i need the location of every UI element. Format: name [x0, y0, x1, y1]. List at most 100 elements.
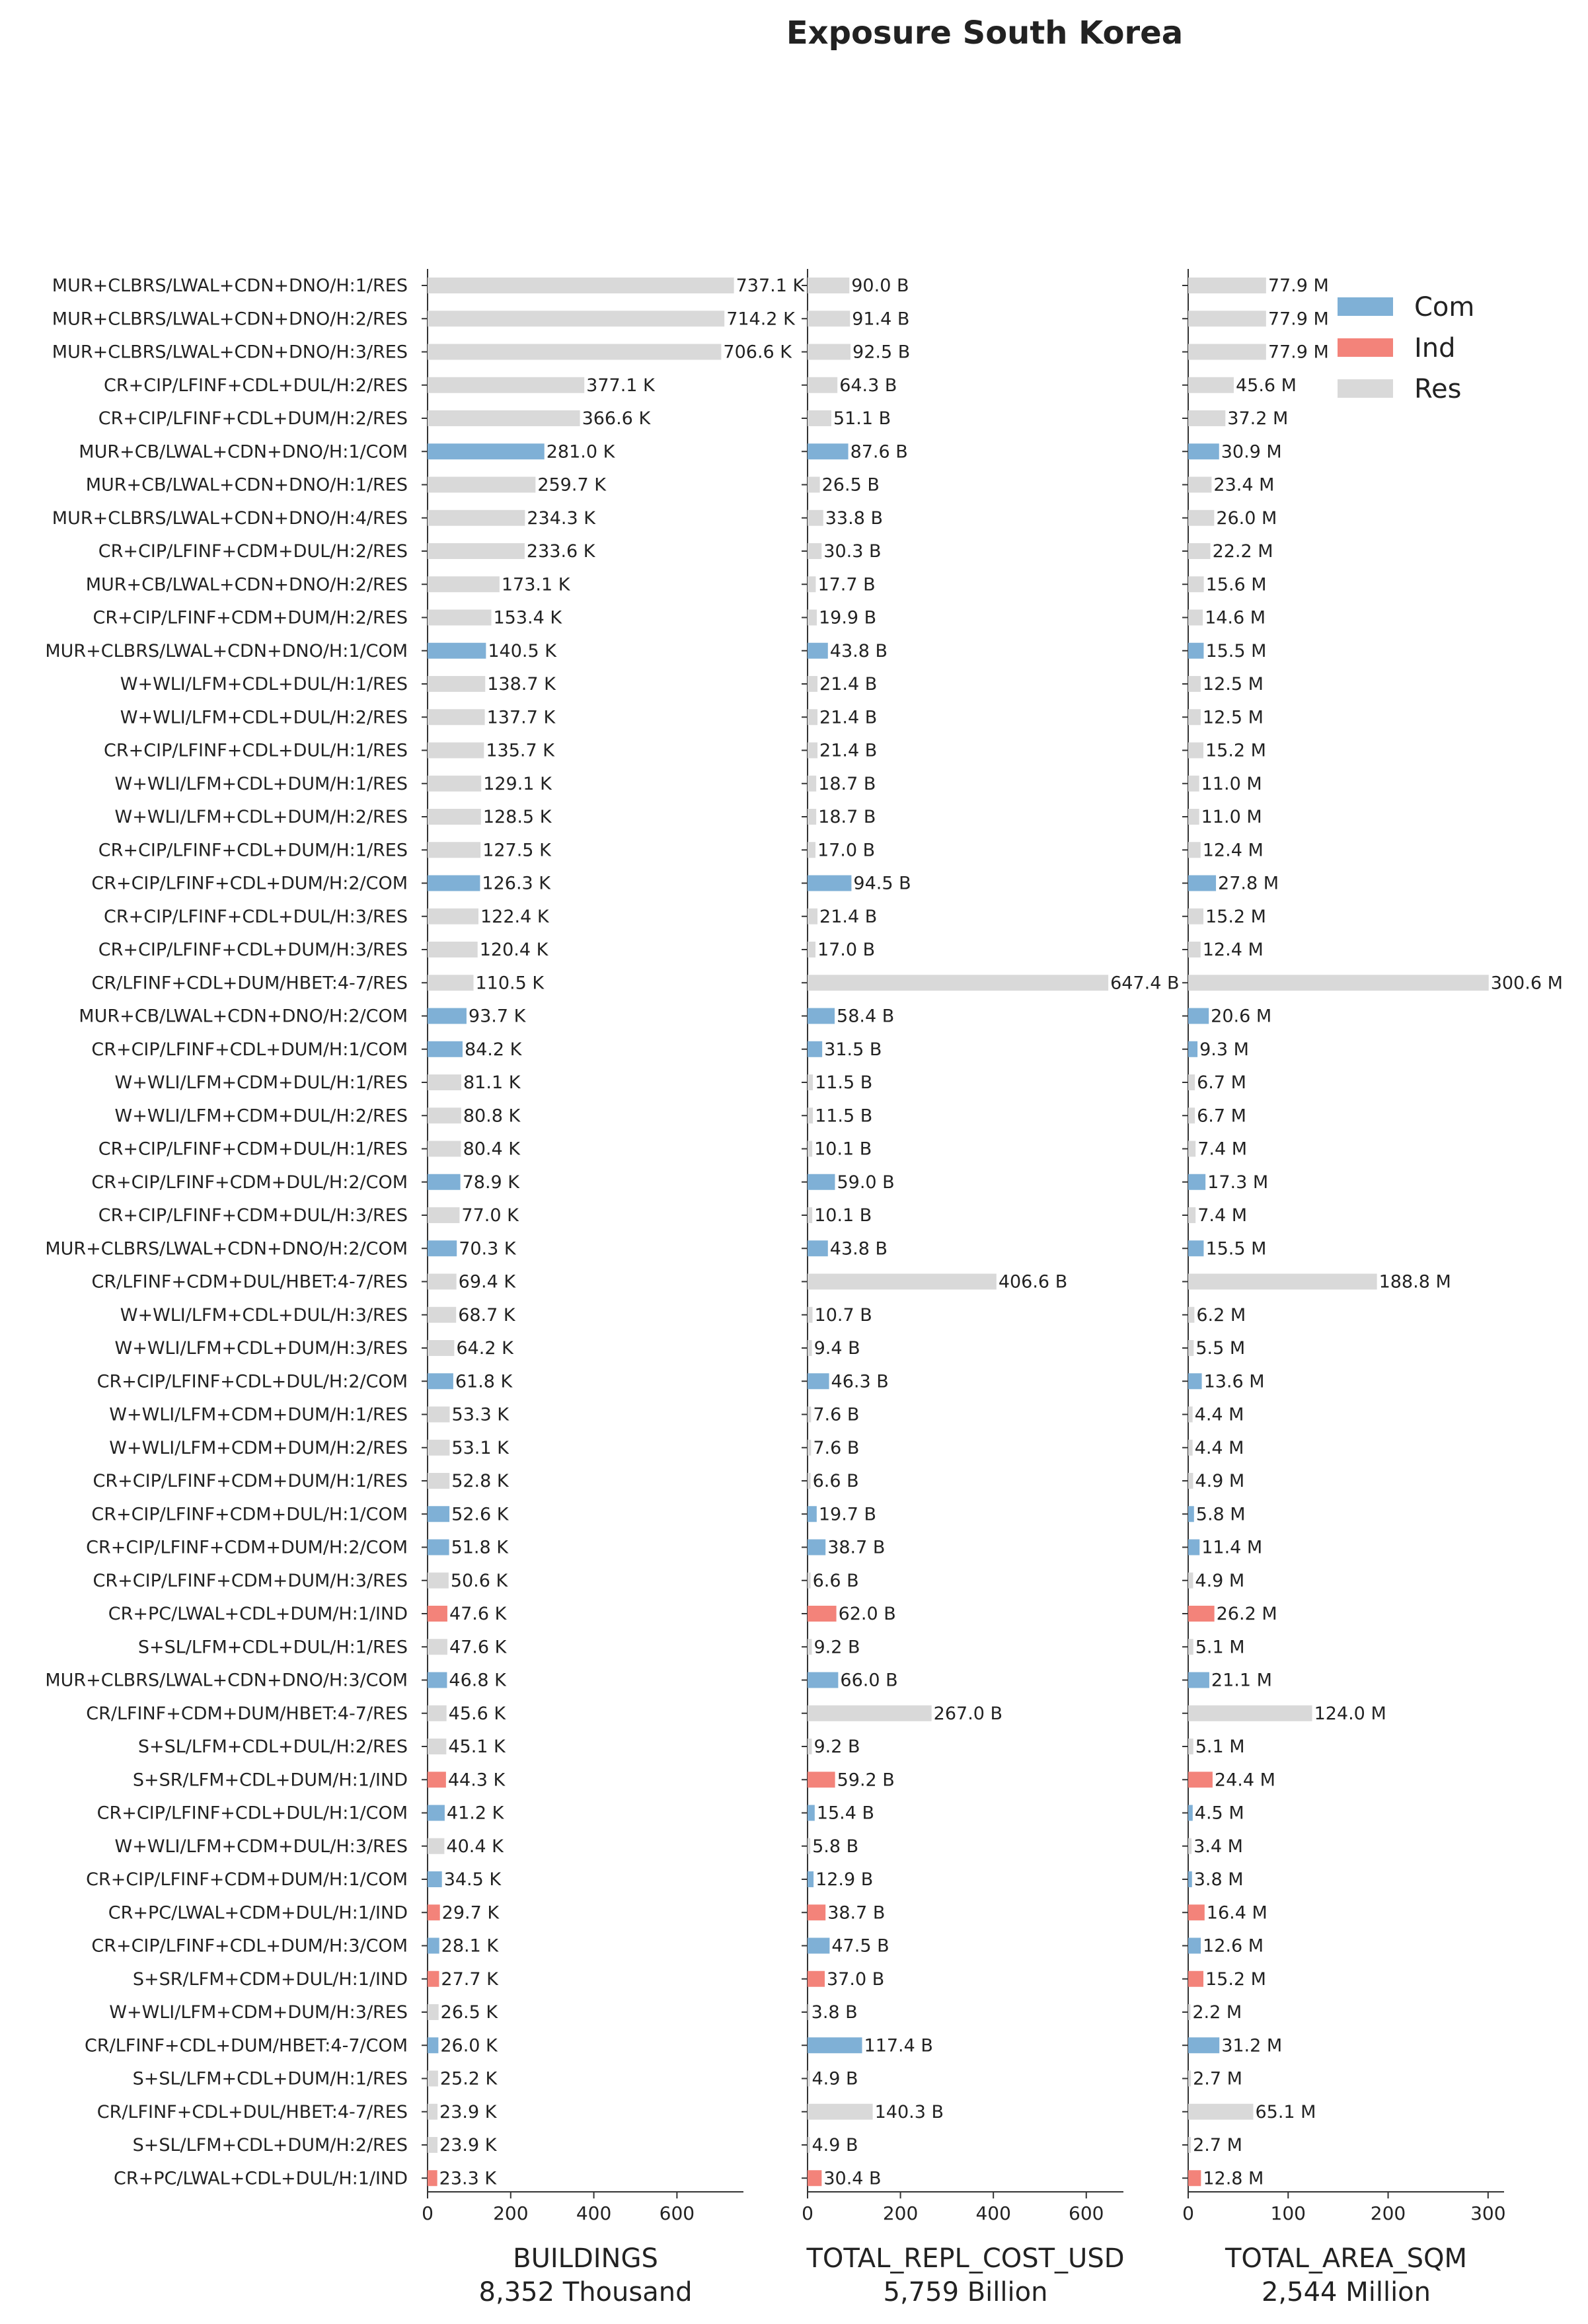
category-label: MUR+CLBRS/LWAL+CDN+DNO/H:3/RES — [52, 342, 408, 363]
value-label: 21.1 M — [1211, 1670, 1272, 1691]
value-label: 26.0 M — [1216, 508, 1277, 529]
bar-com — [428, 1672, 447, 1688]
bar-com — [1188, 443, 1219, 460]
category-label: CR+CIP/LFINF+CDL+DUL/H:1/COM — [97, 1803, 408, 1824]
value-label: 70.3 K — [459, 1238, 517, 1259]
category-label: MUR+CLBRS/LWAL+CDN+DNO/H:2/COM — [45, 1238, 408, 1259]
x-tick-label: 0 — [802, 2202, 813, 2224]
value-label: 25.2 K — [440, 2069, 498, 2089]
value-label: 17.7 B — [817, 574, 875, 595]
value-label: 41.2 K — [447, 1803, 505, 1824]
bar-res — [1188, 2070, 1191, 2087]
bar-com — [808, 2037, 862, 2054]
value-label: 377.1 K — [586, 375, 656, 396]
category-label: W+WLI/LFM+CDL+DUL/H:3/RES — [120, 1305, 408, 1326]
bar-ind — [428, 1904, 440, 1921]
bar-res — [428, 942, 478, 957]
panel-2-total: 5,759 Billion — [884, 2277, 1048, 2307]
value-label: 6.7 M — [1197, 1106, 1246, 1126]
value-label: 23.3 K — [439, 2168, 498, 2189]
value-label: 24.4 M — [1215, 1770, 1275, 1790]
category-label: CR+CIP/LFINF+CDL+DUL/H:2/COM — [97, 1371, 408, 1392]
bar-res — [428, 1739, 447, 1754]
bar-res — [808, 1207, 813, 1223]
bar-com — [1188, 642, 1204, 659]
value-label: 15.6 M — [1206, 574, 1267, 595]
value-label: 18.7 B — [818, 774, 876, 794]
x-tick-label: 0 — [422, 2202, 434, 2224]
value-label: 26.2 M — [1217, 1604, 1277, 1624]
bar-com — [808, 1506, 817, 1522]
bar-res — [808, 1273, 997, 1290]
value-label: 23.9 K — [439, 2102, 498, 2122]
category-label: MUR+CB/LWAL+CDN+DNO/H:2/RES — [86, 574, 408, 595]
value-label: 15.2 M — [1205, 907, 1266, 927]
bar-com — [808, 1373, 829, 1390]
bar-res — [1188, 278, 1266, 293]
value-label: 4.9 B — [812, 2135, 858, 2155]
value-label: 11.0 M — [1201, 807, 1262, 827]
bar-ind — [428, 1970, 439, 1987]
bar-ind — [808, 2170, 822, 2187]
value-label: 9.2 B — [813, 1737, 860, 1757]
value-label: 84.2 K — [465, 1039, 523, 1060]
bar-res — [428, 1207, 460, 1223]
chart-title: Exposure South Korea — [786, 15, 1183, 52]
value-label: 12.4 M — [1203, 940, 1264, 960]
bar-com — [808, 1672, 839, 1688]
legend-swatch-com — [1338, 297, 1393, 316]
value-label: 68.7 K — [458, 1305, 516, 1326]
category-label: CR+CIP/LFINF+CDM+DUL/H:3/RES — [98, 1205, 408, 1226]
bar-res — [808, 509, 823, 526]
bar-res — [428, 1074, 462, 1090]
value-label: 80.8 K — [463, 1106, 521, 1126]
bar-com — [808, 1008, 835, 1024]
bar-res — [1188, 908, 1203, 924]
bar-ind — [808, 1904, 826, 1921]
value-label: 4.5 M — [1195, 1803, 1244, 1824]
bar-res — [428, 709, 485, 726]
bar-ind — [1188, 1970, 1203, 1987]
bar-res — [808, 809, 817, 825]
bar-res — [808, 2103, 873, 2120]
category-label: W+WLI/LFM+CDM+DUM/H:2/RES — [109, 1438, 408, 1458]
value-label: 93.7 K — [469, 1006, 527, 1027]
bar-res — [428, 1306, 457, 1323]
bar-res — [1188, 1572, 1193, 1589]
bar-ind — [1188, 2170, 1201, 2187]
category-label: CR+PC/LWAL+CDM+DUL/H:1/IND — [108, 1902, 408, 1923]
value-label: 137.7 K — [487, 707, 556, 728]
category-label: CR/LFINF+CDM+DUL/HBET:4-7/RES — [91, 1272, 408, 1293]
value-label: 26.5 K — [441, 2002, 499, 2023]
bar-res — [1188, 1739, 1193, 1754]
bar-res — [428, 377, 585, 393]
legend-label-com: Com — [1414, 292, 1474, 322]
category-label: W+WLI/LFM+CDL+DUM/H:3/RES — [115, 1338, 408, 1359]
value-label: 91.4 B — [852, 309, 909, 329]
value-label: 124.0 M — [1314, 1704, 1386, 1724]
bar-res — [1188, 775, 1199, 792]
value-label: 9.3 M — [1199, 1039, 1249, 1060]
value-label: 45.1 K — [448, 1737, 506, 1757]
value-label: 129.1 K — [483, 774, 552, 794]
legend-label-res: Res — [1414, 374, 1461, 404]
value-label: 37.2 M — [1227, 408, 1288, 429]
bar-res — [808, 344, 851, 360]
value-label: 58.4 B — [837, 1006, 894, 1027]
value-label: 52.6 K — [451, 1504, 510, 1524]
value-label: 12.5 M — [1203, 707, 1264, 728]
bar-res — [1188, 2004, 1191, 2020]
bar-res — [428, 1705, 447, 1721]
category-label: CR+CIP/LFINF+CDM+DUM/H:2/RES — [93, 608, 408, 628]
value-label: 5.8 M — [1196, 1504, 1246, 1524]
value-label: 706.6 K — [723, 342, 792, 363]
category-label: CR+CIP/LFINF+CDM+DUL/H:1/COM — [91, 1504, 408, 1524]
x-tick-label: 600 — [660, 2202, 695, 2224]
bar-com — [428, 1937, 439, 1954]
category-label: CR+CIP/LFINF+CDL+DUM/H:2/COM — [91, 874, 408, 894]
category-label: CR+CIP/LFINF+CDM+DUL/H:2/COM — [91, 1172, 408, 1193]
bar-res — [1188, 1141, 1196, 1157]
bar-res — [1188, 509, 1215, 526]
value-label: 59.2 B — [837, 1770, 895, 1790]
value-label: 15.2 M — [1205, 1969, 1266, 1990]
